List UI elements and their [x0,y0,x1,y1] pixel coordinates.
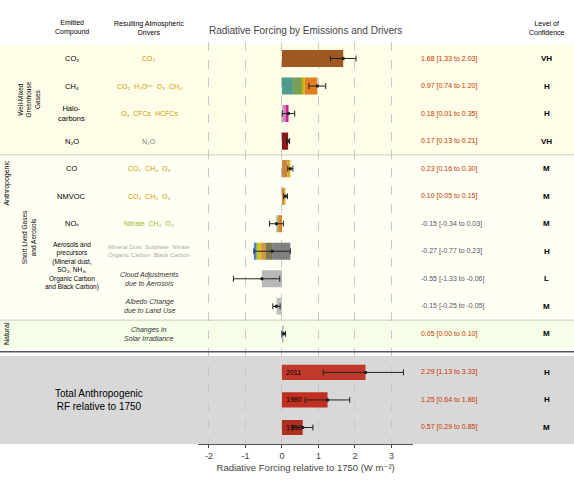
svg-text:2.29 [1.13 to 3.33]: 2.29 [1.13 to 3.33] [421,368,477,376]
svg-text:CH₄: CH₄ [65,82,79,91]
svg-text:H: H [544,247,550,256]
svg-text:H: H [544,395,550,404]
svg-text:Level ofConfidence: Level ofConfidence [529,20,565,36]
svg-text:3: 3 [389,451,394,461]
svg-text:-0.27 [-0.77 to 0.23]: -0.27 [-0.77 to 0.23] [421,247,482,255]
svg-text:Halo-carbons: Halo-carbons [58,104,85,123]
svg-text:EmittedCompound: EmittedCompound [55,19,89,36]
svg-text:0.17 [0.13 to 0.21]: 0.17 [0.13 to 0.21] [421,137,477,145]
svg-text:NMVOC: NMVOC [57,192,86,201]
svg-text:1.68 [1.33 to 2.03]: 1.68 [1.33 to 2.03] [421,55,477,63]
svg-text:Nitrate CH₄ O₃: Nitrate CH₄ O₃ [124,220,174,227]
svg-text:NOₓ: NOₓ [65,219,79,228]
svg-text:Aerosols andprecursors(Mineral: Aerosols andprecursors(Mineral dust,SO₂,… [45,241,99,291]
svg-text:0.10 [0.05 to 0.15]: 0.10 [0.05 to 0.15] [421,192,477,200]
svg-text:M: M [543,423,550,432]
svg-text:N₂O: N₂O [65,137,79,146]
svg-text:-0.15 [-0.34 to 0.03]: -0.15 [-0.34 to 0.03] [421,220,482,228]
svg-text:M: M [543,219,550,228]
svg-text:0: 0 [279,451,284,461]
svg-text:Mineral Dust Sulphate Nitrat: Mineral Dust Sulphate NitrateOrganic Car… [108,244,190,258]
svg-text:1950: 1950 [286,424,302,431]
svg-text:0.05 [0.00 to 0.10]: 0.05 [0.00 to 0.10] [421,330,477,338]
svg-text:Total AnthropogenicRF relative: Total AnthropogenicRF relative to 1750 [55,388,143,412]
svg-text:M: M [543,164,550,173]
svg-text:H: H [544,109,550,118]
svg-text:M: M [543,192,550,201]
svg-text:Changes inSolar Irradiance: Changes inSolar Irradiance [124,326,174,342]
svg-text:CO₂: CO₂ [142,55,156,62]
svg-text:CO: CO [66,164,77,173]
svg-text:Radiative Forcing relative to: Radiative Forcing relative to 1750 (W m⁻… [217,462,395,473]
svg-text:CO₂ H₂Oˢᵗʳ O₃ CH₄: CO₂ H₂Oˢᵗʳ O₃ CH₄ [117,83,182,90]
svg-text:0.97 [0.74 to 1.20]: 0.97 [0.74 to 1.20] [421,82,477,90]
svg-text:L: L [544,274,549,283]
svg-text:0.57 [0.29 to 0.85]: 0.57 [0.29 to 0.85] [421,423,477,431]
svg-text:CO₂: CO₂ [65,54,79,63]
svg-text:Resulting AtmosphericDrivers: Resulting AtmosphericDrivers [114,20,184,36]
svg-text:CO₂ CH₄ O₃: CO₂ CH₄ O₃ [128,193,170,200]
svg-text:CO₂ CH₄ O₃: CO₂ CH₄ O₃ [128,165,170,172]
svg-text:M: M [543,302,550,311]
svg-text:-0.15 [-0.25 to -0.05]: -0.15 [-0.25 to -0.05] [421,302,484,310]
svg-text:Radiative Forcing by Emissions: Radiative Forcing by Emissions and Drive… [209,25,402,36]
svg-text:VH: VH [541,54,552,63]
svg-text:VH: VH [541,137,552,146]
svg-text:-1: -1 [241,451,249,461]
svg-text:M: M [543,329,550,338]
svg-text:Albedo Changedue to Land Use: Albedo Changedue to Land Use [124,298,175,314]
svg-text:Natural: Natural [3,322,10,345]
svg-text:H: H [544,368,550,377]
svg-text:1980: 1980 [286,396,302,403]
svg-text:N₂O: N₂O [142,138,156,145]
svg-text:-2: -2 [205,451,213,461]
svg-text:H: H [544,82,550,91]
svg-text:Anthropogenic: Anthropogenic [3,160,11,206]
svg-text:0.18 [0.01 to 0.35]: 0.18 [0.01 to 0.35] [421,110,477,118]
svg-text:1.25 [0.64 to 1.86]: 1.25 [0.64 to 1.86] [421,396,477,404]
svg-text:1: 1 [316,451,321,461]
svg-text:-0.55 [-1.33 to -0.06]: -0.55 [-1.33 to -0.06] [421,275,484,283]
svg-text:O₃ CFCs HCFCs: O₃ CFCs HCFCs [121,110,178,117]
svg-text:2011: 2011 [286,369,301,376]
svg-text:Well-MixedGreenhouseGases: Well-MixedGreenhouseGases [17,81,41,117]
svg-text:2: 2 [352,451,357,461]
svg-text:Short Lived Gasesand Aerosols: Short Lived Gasesand Aerosols [21,210,36,264]
svg-text:0.23 [0.16 to 0.30]: 0.23 [0.16 to 0.30] [421,165,477,173]
svg-text:Cloud Adjustmentsdue to Aeroso: Cloud Adjustmentsdue to Aerosols [120,271,179,287]
